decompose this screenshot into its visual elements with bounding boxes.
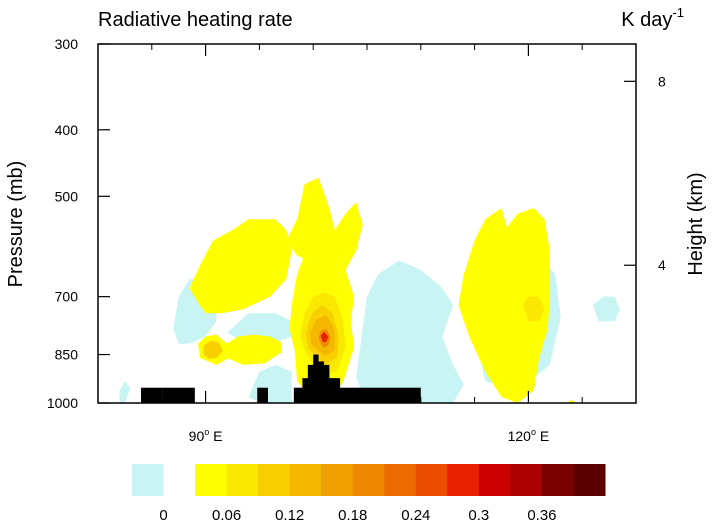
pressure-tick-label-3: 700: [55, 289, 79, 305]
contour-region-16: [203, 340, 223, 359]
contour-region-20: [523, 296, 545, 322]
units-text: K day: [621, 9, 672, 31]
topography-block-0: [141, 387, 163, 403]
contour-region-7: [189, 219, 292, 314]
height-tick-label-0: 8: [658, 73, 666, 89]
topography-block-1: [162, 387, 195, 403]
colorbar-label-1: 0.06: [212, 507, 241, 524]
topography-mask: [141, 354, 421, 403]
colorbar-swatch-8: [384, 464, 417, 496]
topography-block-10: [334, 387, 421, 403]
contour-region-9: [286, 177, 363, 270]
contour-region-6: [593, 296, 620, 322]
contour-region-3: [248, 364, 292, 403]
pressure-tick-label-4: 850: [55, 347, 79, 363]
colorbar-label-5: 0.3: [468, 507, 489, 524]
colorbar-swatch-6: [321, 464, 354, 496]
pressure-tick-label-1: 400: [55, 122, 79, 138]
x-tick-label-1: 120o E: [508, 427, 550, 444]
x-axis: 90o E 120o E: [151, 44, 637, 444]
height-axis-title: Height (km): [685, 172, 707, 275]
topography-block-2: [257, 387, 269, 403]
height-axis: 84: [624, 73, 666, 273]
colorbar-label-2: 0.12: [275, 507, 304, 524]
contour-region-19: [320, 332, 329, 342]
colorbar-swatch-10: [447, 464, 480, 496]
colorbar-swatch-11: [478, 464, 511, 496]
pressure-tick-label-5: 1000: [47, 395, 78, 411]
colorbar-label-0: 0: [159, 507, 167, 524]
x-tick-label-0: 90o E: [189, 427, 223, 444]
colorbar-swatch-9: [415, 464, 448, 496]
colorbar-swatch-2: [195, 464, 228, 496]
pressure-tick-label-0: 300: [55, 36, 79, 52]
colorbar-swatch-12: [510, 464, 543, 496]
pressure-tick-label-2: 500: [55, 188, 79, 204]
contour-region-0: [119, 381, 131, 403]
pressure-axis: 300 400 500 700 850 1000: [47, 36, 110, 411]
height-tick-label-1: 4: [658, 257, 666, 273]
colorbar-swatch-13: [541, 464, 574, 496]
colorbar-swatch-14: [573, 464, 606, 496]
colorbar-swatch-5: [289, 464, 322, 496]
contour-region-11: [458, 208, 550, 403]
chart-title: Radiative heating rate: [98, 9, 293, 31]
units-label: K day-1: [621, 5, 684, 31]
colorbar-swatch-0: [132, 464, 165, 496]
contour-region-4: [356, 260, 464, 403]
colorbar-swatch-1: [163, 464, 196, 496]
colorbar-swatch-7: [352, 464, 385, 496]
colorbar: 0 0.06 0.12 0.18 0.24 0.3 0.36: [132, 464, 606, 524]
colorbar-swatch-3: [226, 464, 259, 496]
colorbar-swatch-4: [258, 464, 291, 496]
colorbar-label-3: 0.18: [338, 507, 367, 524]
units-exponent: -1: [672, 5, 684, 20]
colorbar-label-4: 0.24: [401, 507, 430, 524]
contour-region-10: [227, 334, 281, 365]
heating-contours: [119, 177, 620, 403]
colorbar-label-6: 0.36: [527, 507, 556, 524]
pressure-axis-title: Pressure (mb): [5, 161, 27, 288]
